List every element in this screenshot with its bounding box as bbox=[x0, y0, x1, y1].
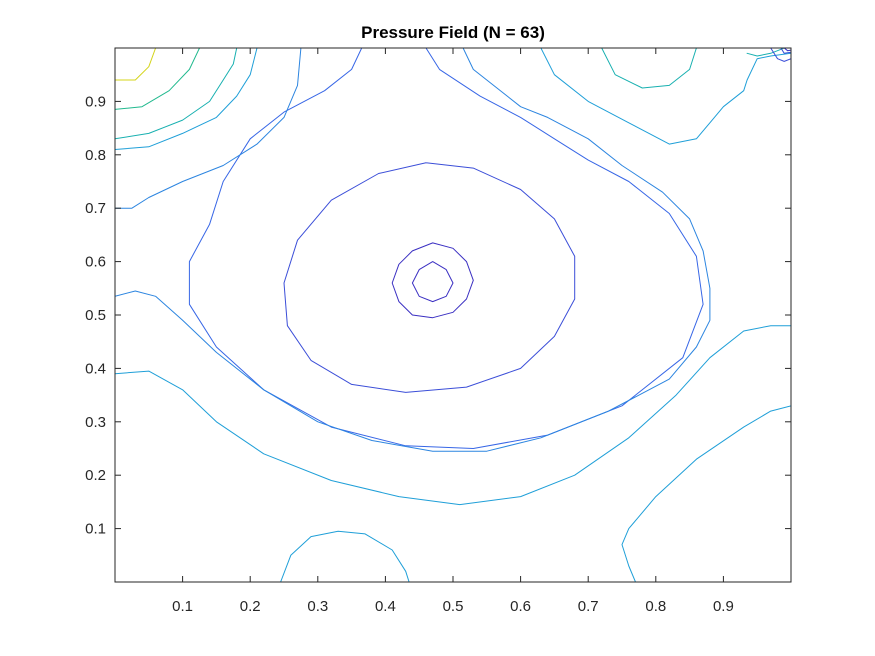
y-tick-label: 0.2 bbox=[85, 467, 106, 484]
x-tick-label: 0.2 bbox=[240, 598, 261, 615]
contour-line-6 bbox=[115, 48, 711, 452]
contour-line-17 bbox=[770, 48, 791, 62]
contour-line-13 bbox=[601, 48, 697, 89]
y-tick-label: 0.8 bbox=[85, 147, 106, 164]
y-tick-label: 0.1 bbox=[85, 521, 106, 538]
contour-line-1 bbox=[411, 261, 454, 303]
chart-title: Pressure Field (N = 63) bbox=[361, 23, 545, 42]
contour-line-18 bbox=[780, 48, 791, 54]
contour-line-15 bbox=[115, 48, 200, 110]
contour-line-10 bbox=[540, 48, 791, 145]
contour-line-4 bbox=[188, 48, 704, 449]
contour-line-9 bbox=[621, 405, 791, 582]
plot-area: 0.1 0.2 0.3 0.4 0.5 0.6 0.7 0.8 0.9 0.1 0.2 0.3 0.4 0… bbox=[85, 47, 792, 615]
contour-line-3 bbox=[283, 162, 576, 393]
contour-line-11 bbox=[115, 48, 258, 150]
contour-line-12 bbox=[115, 48, 238, 140]
y-tick-label: 0.4 bbox=[85, 360, 106, 377]
contour-line-19 bbox=[783, 48, 791, 52]
x-tick-label: 0.8 bbox=[645, 598, 666, 615]
x-tick-label: 0.5 bbox=[443, 598, 464, 615]
x-tick-label: 0.3 bbox=[307, 598, 328, 615]
y-tick-label: 0.6 bbox=[85, 254, 106, 271]
contour-line-14 bbox=[746, 48, 785, 57]
x-tick-label: 0.9 bbox=[713, 598, 734, 615]
x-tick-label: 0.6 bbox=[510, 598, 531, 615]
contour-line-5 bbox=[115, 48, 302, 209]
x-tick-label: 0.7 bbox=[578, 598, 599, 615]
y-tick-label: 0.9 bbox=[85, 93, 106, 110]
y-tick-label: 0.3 bbox=[85, 414, 106, 431]
y-tick-label: 0.5 bbox=[85, 307, 106, 324]
contour-line-7 bbox=[115, 325, 791, 506]
x-tick-label: 0.4 bbox=[375, 598, 396, 615]
x-tick-label: 0.1 bbox=[172, 598, 193, 615]
contour-line-16 bbox=[115, 48, 157, 81]
contour-line-2 bbox=[391, 242, 474, 319]
y-tick-label: 0.7 bbox=[85, 200, 106, 217]
contour-line-8 bbox=[280, 530, 410, 582]
contour-lines bbox=[115, 48, 791, 582]
